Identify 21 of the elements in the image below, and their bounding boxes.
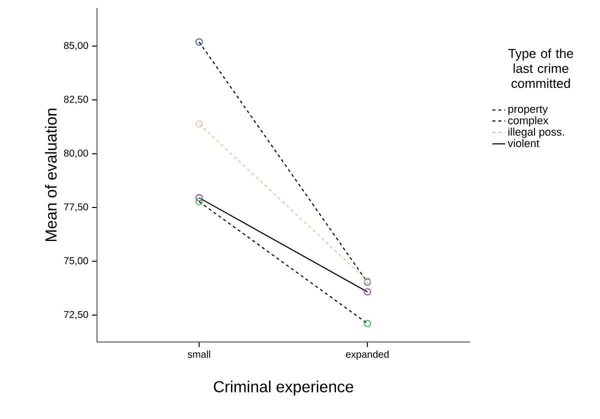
point [195, 194, 203, 202]
x-tick-label: expanded [346, 350, 389, 360]
point [195, 38, 203, 46]
x-tick-label: small [188, 350, 210, 358]
legend-label: property [508, 106, 548, 116]
point [195, 198, 203, 206]
y-tick-label: 75,00 [64, 257, 88, 266]
y-tick-label: 82,50 [64, 96, 88, 104]
x-axis-title: Criminal experience [214, 380, 354, 396]
y-tick-label: 80,00 [64, 150, 88, 158]
point [195, 120, 203, 128]
legend-label: complex [508, 116, 548, 126]
legend-label: illegal poss. [508, 128, 564, 138]
y-tick-label: 85,00 [64, 42, 88, 50]
y-tick-label: 72,50 [64, 310, 88, 320]
point [364, 288, 372, 296]
point [364, 320, 372, 328]
legend-label: violent [508, 139, 540, 148]
y-tick-label: 77,50 [64, 203, 88, 212]
y-axis-title: Mean of evaluation [45, 108, 57, 242]
legend-title: Type of the last crime committed [508, 48, 574, 88]
